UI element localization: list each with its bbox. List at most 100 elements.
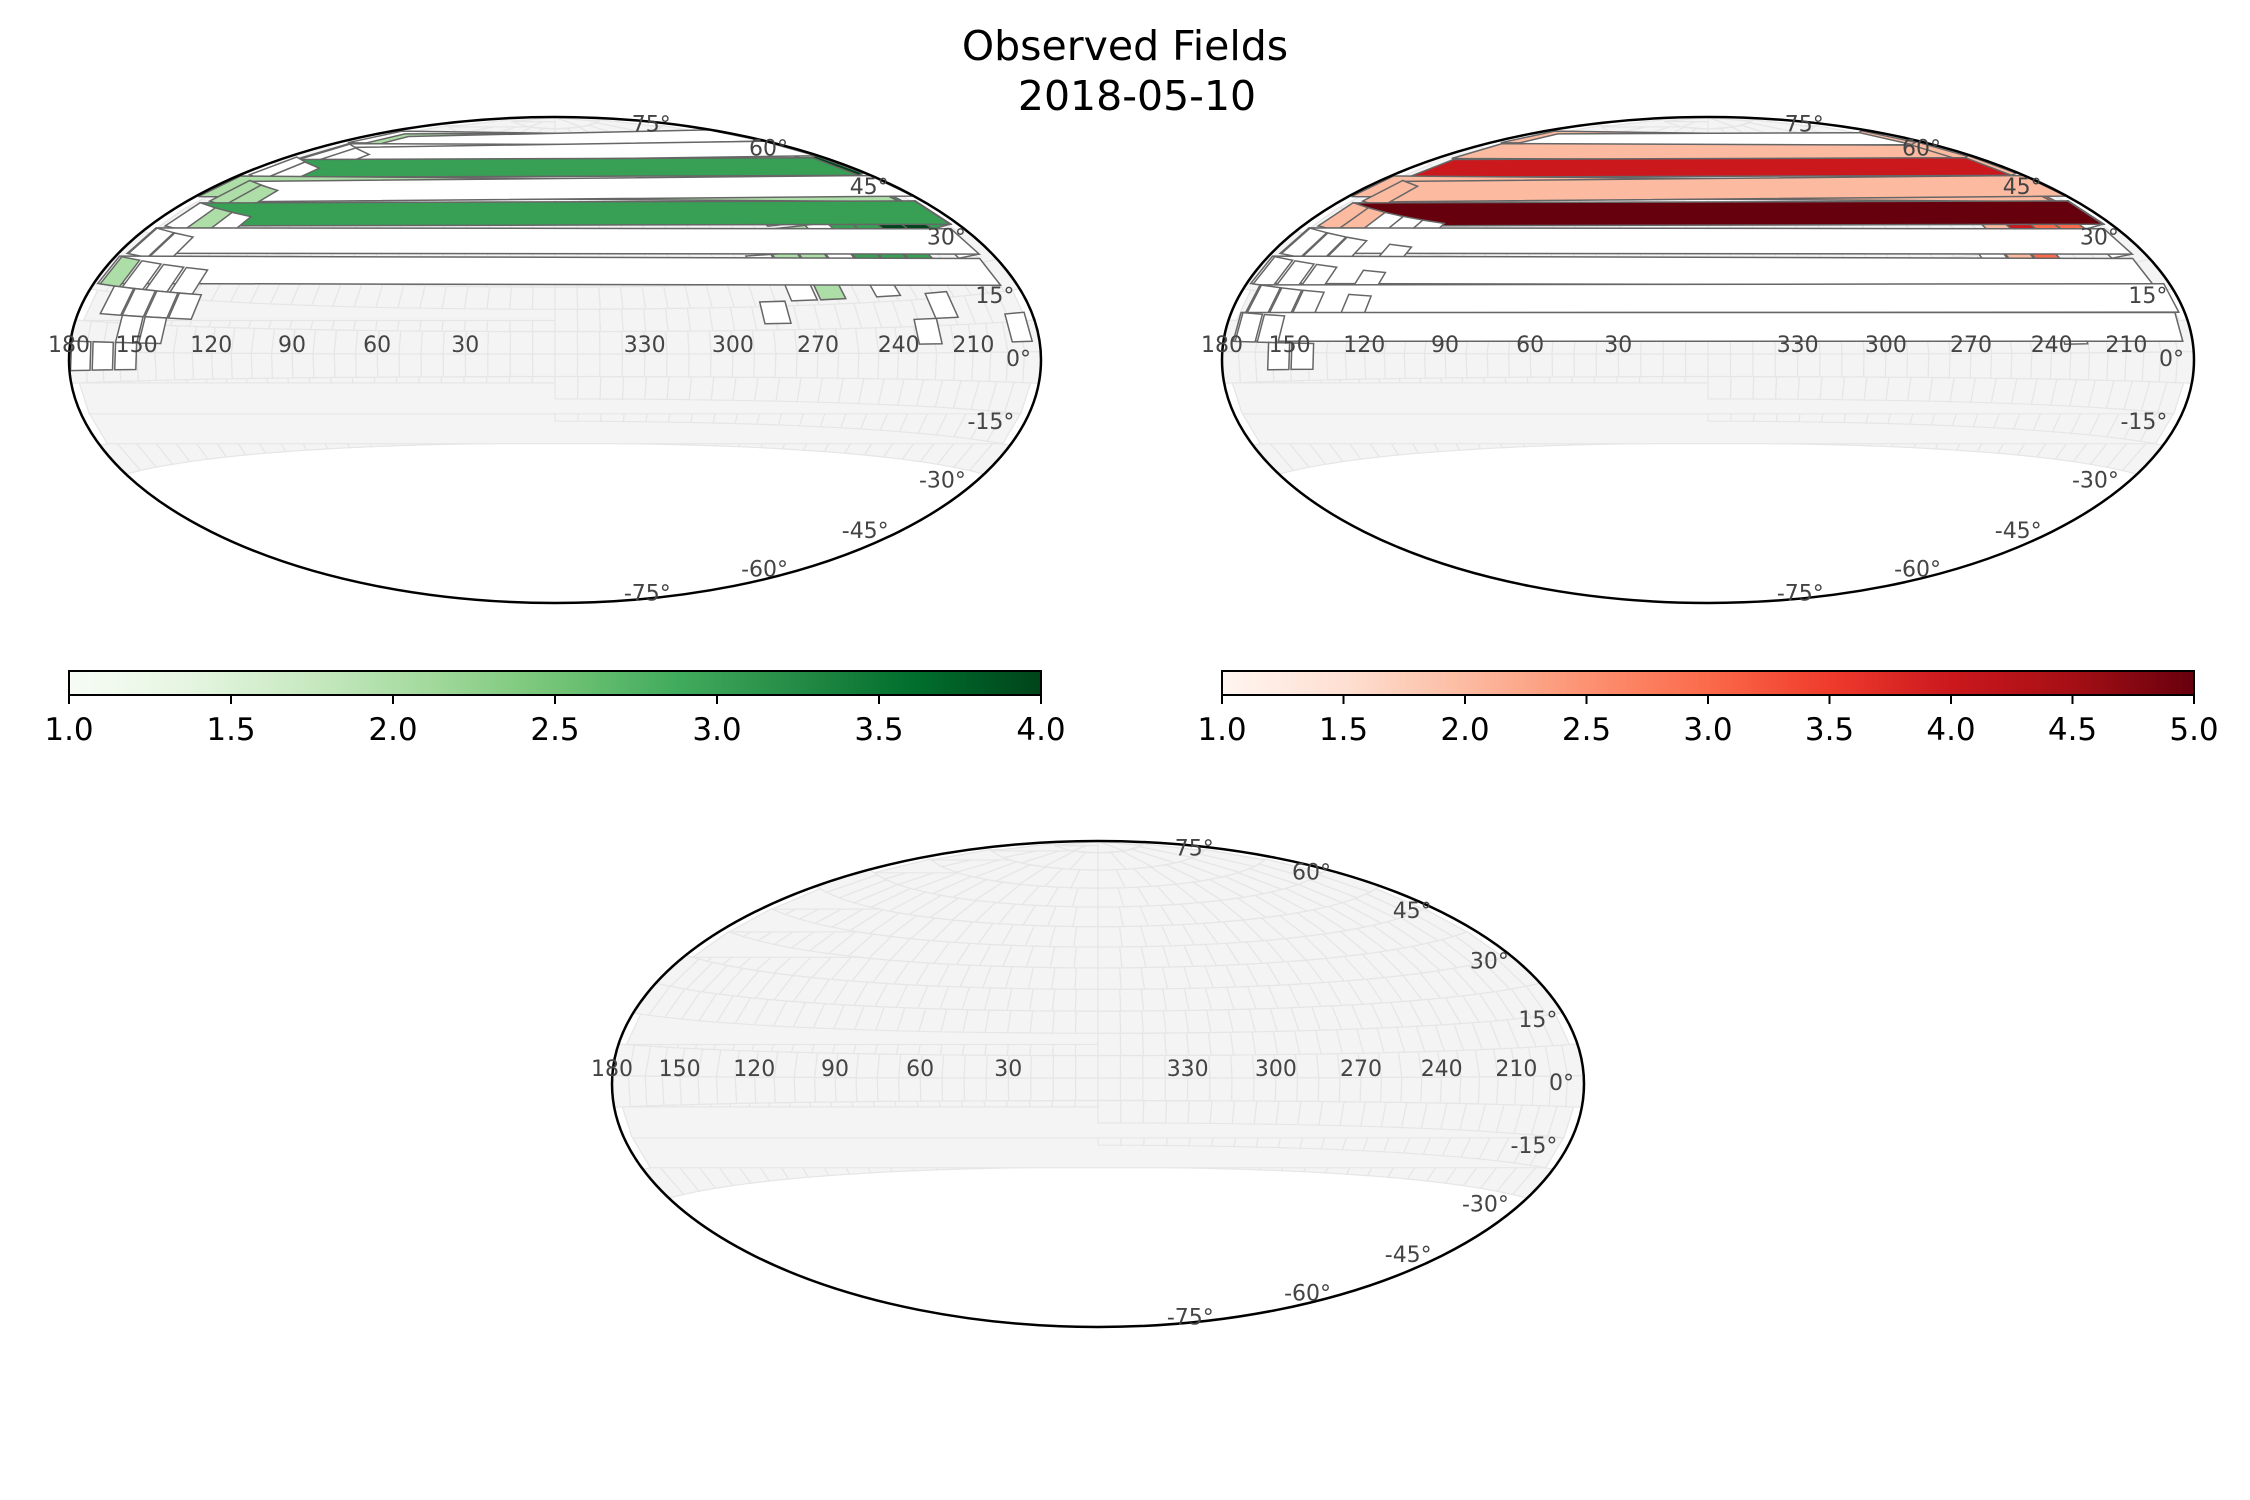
background-tile [576, 308, 602, 333]
lon-tick-label: 60 [1516, 333, 1544, 358]
background-tile [1141, 1010, 1167, 1034]
lat-tick-label: -75° [1167, 1306, 1214, 1331]
background-tile [1707, 375, 1732, 400]
background-tile [1187, 1099, 1213, 1125]
background-tile [941, 1054, 966, 1079]
background-tile [1097, 946, 1123, 969]
observed-field [125, 227, 982, 255]
figure-title: Observed Fields [962, 22, 1288, 70]
background-tile [1317, 1076, 1341, 1103]
background-tile [1400, 1076, 1423, 1104]
background-tile [420, 330, 445, 355]
background-tile [1465, 352, 1489, 379]
lon-tick-label: 210 [952, 333, 994, 358]
colorbar-tick-label: 2.0 [368, 712, 417, 748]
background-tile [1207, 1031, 1235, 1056]
background-tile [598, 330, 623, 355]
colorbar-greens: 1.0 1.5 2.0 2.5 3.0 3.5 4.0 [44, 670, 1066, 748]
background-tile [1163, 1032, 1190, 1057]
colorbar-tick-label: 4.5 [2048, 712, 2097, 748]
background-tile [1906, 376, 1934, 402]
background-tile [1073, 925, 1099, 948]
background-tile [1209, 1100, 1236, 1125]
observed-field [1279, 227, 1329, 259]
background-tile [697, 1075, 719, 1105]
background-tile [154, 351, 176, 381]
background-tile [855, 1052, 881, 1079]
background-tile [751, 329, 777, 355]
colorbar-tick-label: 2.5 [1562, 712, 1611, 748]
colorbar-tick-label: 2.0 [1440, 712, 1489, 748]
background-tile [1863, 376, 1890, 401]
observed-field [1290, 342, 1315, 371]
background-field-grid [612, 841, 1584, 1199]
background-tile [599, 375, 625, 400]
background-tile [1141, 1054, 1166, 1079]
background-tile [664, 307, 692, 332]
background-tile [1118, 966, 1146, 990]
background-tile [599, 353, 623, 378]
lon-tick-label: 180 [1201, 333, 1243, 358]
background-tile [1119, 1010, 1144, 1034]
background-tile [1119, 1054, 1144, 1079]
background-tile [509, 353, 534, 378]
background-tile [1840, 353, 1865, 378]
sky-map-reds: 330 300 270 240 210 180 150 120 90 60 30 75° 60° 45° 3… [1201, 112, 2196, 607]
observed-field [924, 290, 960, 320]
background-tile [666, 376, 693, 401]
lat-tick-label: -60° [741, 557, 788, 582]
background-tile [1074, 1077, 1099, 1102]
lat-tick-label: -60° [1284, 1281, 1331, 1306]
background-tile [710, 376, 737, 401]
background-tile [487, 353, 511, 378]
observed-field [1244, 282, 2181, 314]
background-tile [1397, 1051, 1423, 1078]
background-tile [1296, 1077, 1320, 1103]
background-tile [1383, 352, 1406, 380]
background-tile [1208, 1077, 1233, 1102]
sky-boundary [610, 839, 1586, 1329]
background-tile [333, 329, 359, 355]
background-tile [941, 1077, 966, 1102]
lon-tick-label: 120 [1343, 333, 1385, 358]
background-tile [463, 285, 491, 310]
background-tile [1231, 1100, 1258, 1125]
background-tile [775, 376, 802, 403]
background-tile [1315, 1052, 1341, 1079]
observed-field [913, 317, 944, 345]
observed-field [113, 341, 138, 371]
colorbar-tick-label: 3.5 [1805, 712, 1854, 748]
background-tile [641, 285, 669, 310]
background-tile [398, 330, 423, 355]
background-tile [1229, 1031, 1257, 1056]
background-tile [1097, 1077, 1122, 1102]
observed-field [1278, 227, 2135, 255]
lon-tick-label: 150 [116, 333, 158, 358]
background-tile [1097, 967, 1122, 990]
background-tile [855, 1076, 879, 1103]
background-tile [554, 308, 579, 333]
background-tile [1028, 988, 1056, 1012]
background-tile [531, 286, 556, 310]
background-tile [1097, 906, 1124, 928]
background-tile [576, 353, 601, 378]
background-tile [1486, 353, 1510, 379]
observed-field [1256, 313, 1286, 344]
background-tile [598, 286, 624, 310]
background-tile [1006, 1009, 1034, 1034]
background-tile [1294, 1053, 1320, 1079]
background-tile [230, 352, 253, 380]
lat-tick-label: -30° [2072, 469, 2119, 494]
lon-tick-label: 120 [190, 333, 232, 358]
background-tile [772, 328, 798, 355]
background-tile [1097, 1099, 1122, 1124]
background-tile [420, 353, 445, 378]
background-tile [1052, 1054, 1077, 1079]
background-tile [1928, 376, 1955, 403]
lat-tick-label: -45° [842, 519, 889, 544]
observed-field [1003, 311, 1034, 343]
background-tile [1051, 988, 1078, 1012]
lon-tick-label: 60 [906, 1057, 934, 1082]
lat-tick-label: 75° [632, 112, 671, 137]
background-tile [963, 1054, 988, 1079]
